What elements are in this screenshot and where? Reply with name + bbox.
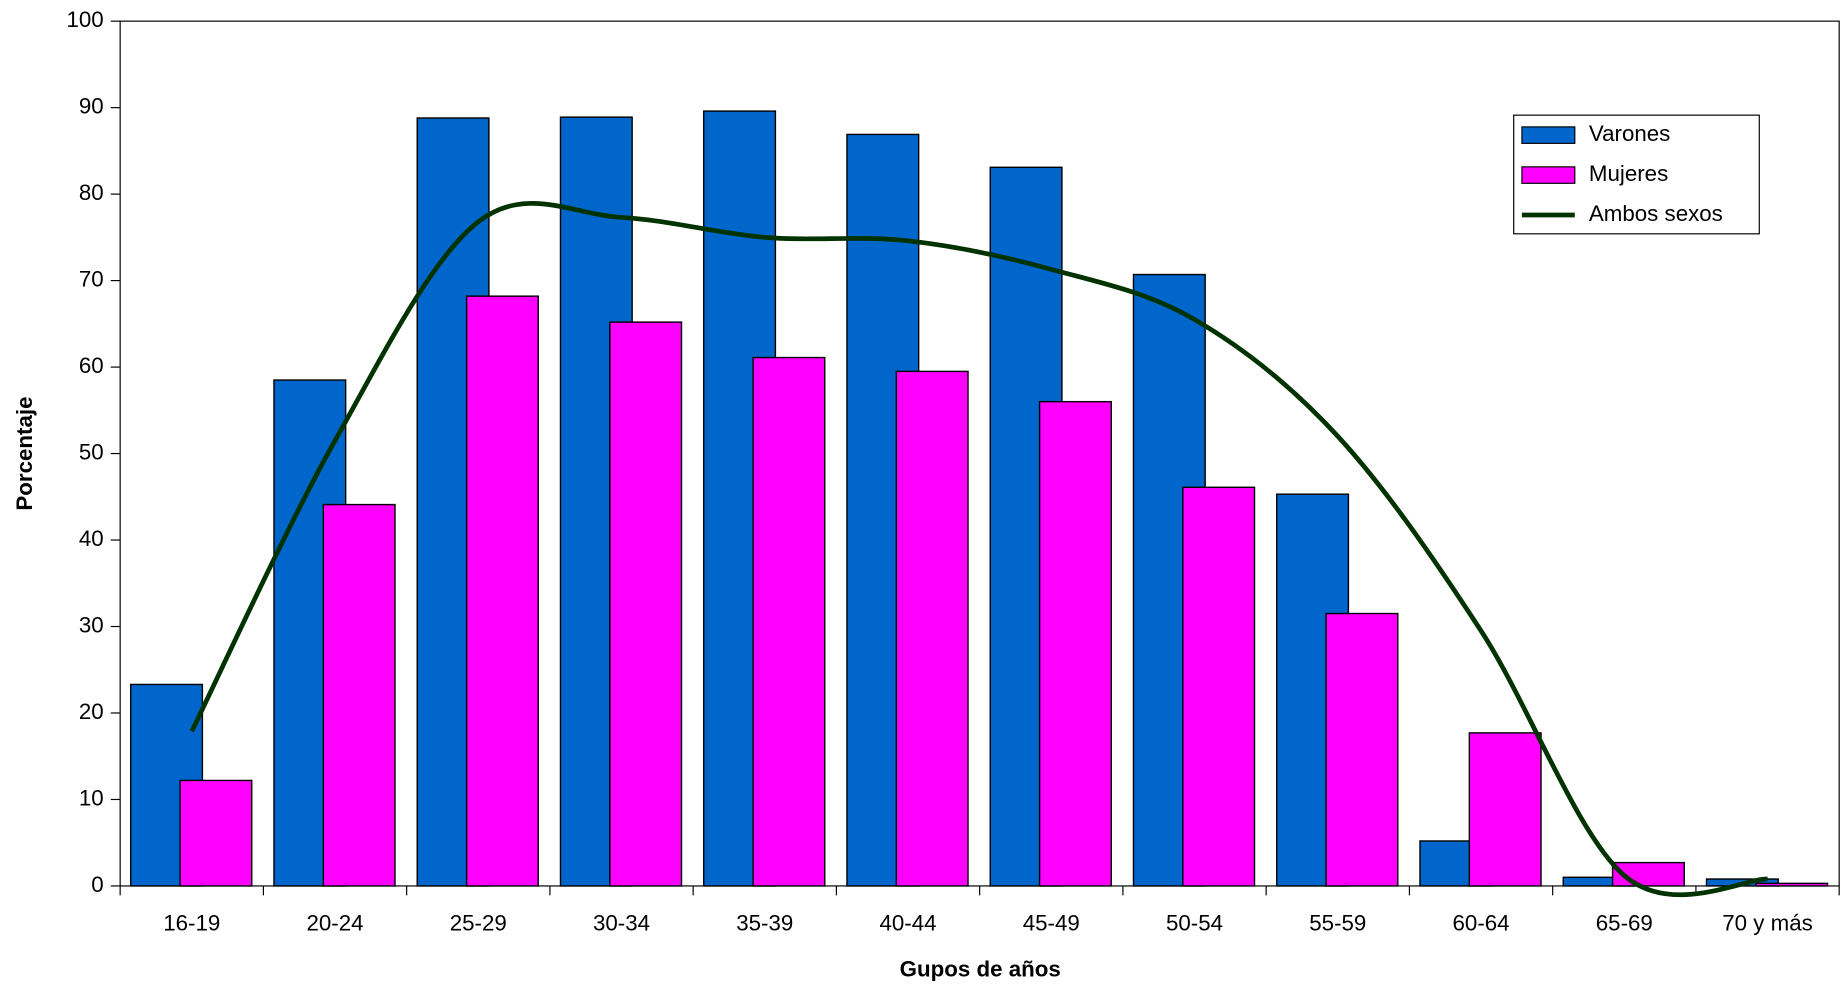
legend-label: Varones xyxy=(1589,121,1670,146)
x-tick-label: 40-44 xyxy=(879,911,936,936)
x-tick-label: 45-49 xyxy=(1023,911,1080,936)
y-tick-label: 10 xyxy=(79,785,104,810)
x-tick-label: 55-59 xyxy=(1309,911,1366,936)
bar xyxy=(1468,732,1542,887)
y-tick-label: 20 xyxy=(79,699,104,724)
y-tick-label: 80 xyxy=(79,180,104,205)
y-tick-label: 100 xyxy=(66,7,103,32)
bar xyxy=(752,356,826,887)
bar xyxy=(1182,486,1256,887)
x-tick-label: 20-24 xyxy=(306,911,363,936)
y-tick-label: 90 xyxy=(79,94,104,119)
x-tick-label: 70 y más xyxy=(1722,911,1813,936)
legend-label: Mujeres xyxy=(1589,161,1668,186)
bar xyxy=(895,370,969,887)
x-tick-label: 30-34 xyxy=(593,911,650,936)
legend-label: Ambos sexos xyxy=(1589,201,1723,226)
y-tick-label: 50 xyxy=(79,439,104,464)
bar xyxy=(1755,882,1829,887)
bar xyxy=(1325,612,1399,887)
bar xyxy=(322,503,396,887)
bar xyxy=(465,295,539,887)
x-tick-label: 35-39 xyxy=(736,911,793,936)
bar xyxy=(179,779,253,887)
x-axis-title: Gupos de años xyxy=(900,956,1061,981)
y-tick-label: 70 xyxy=(79,266,104,291)
y-tick-label: 60 xyxy=(79,353,104,378)
bar xyxy=(1038,400,1112,887)
y-tick-label: 0 xyxy=(91,872,103,897)
x-tick-label: 60-64 xyxy=(1453,911,1510,936)
x-tick-label: 65-69 xyxy=(1596,911,1653,936)
line xyxy=(189,201,1768,897)
y-tick-label: 30 xyxy=(79,612,104,637)
x-tick-label: 50-54 xyxy=(1166,911,1223,936)
legend-swatch xyxy=(1521,126,1576,144)
legend-swatch xyxy=(1521,166,1576,184)
bar xyxy=(609,321,683,887)
y-axis-title: Porcentaje xyxy=(12,397,37,511)
y-tick-label: 40 xyxy=(79,526,104,551)
x-tick-label: 25-29 xyxy=(450,911,507,936)
x-tick-label: 16-19 xyxy=(163,911,220,936)
